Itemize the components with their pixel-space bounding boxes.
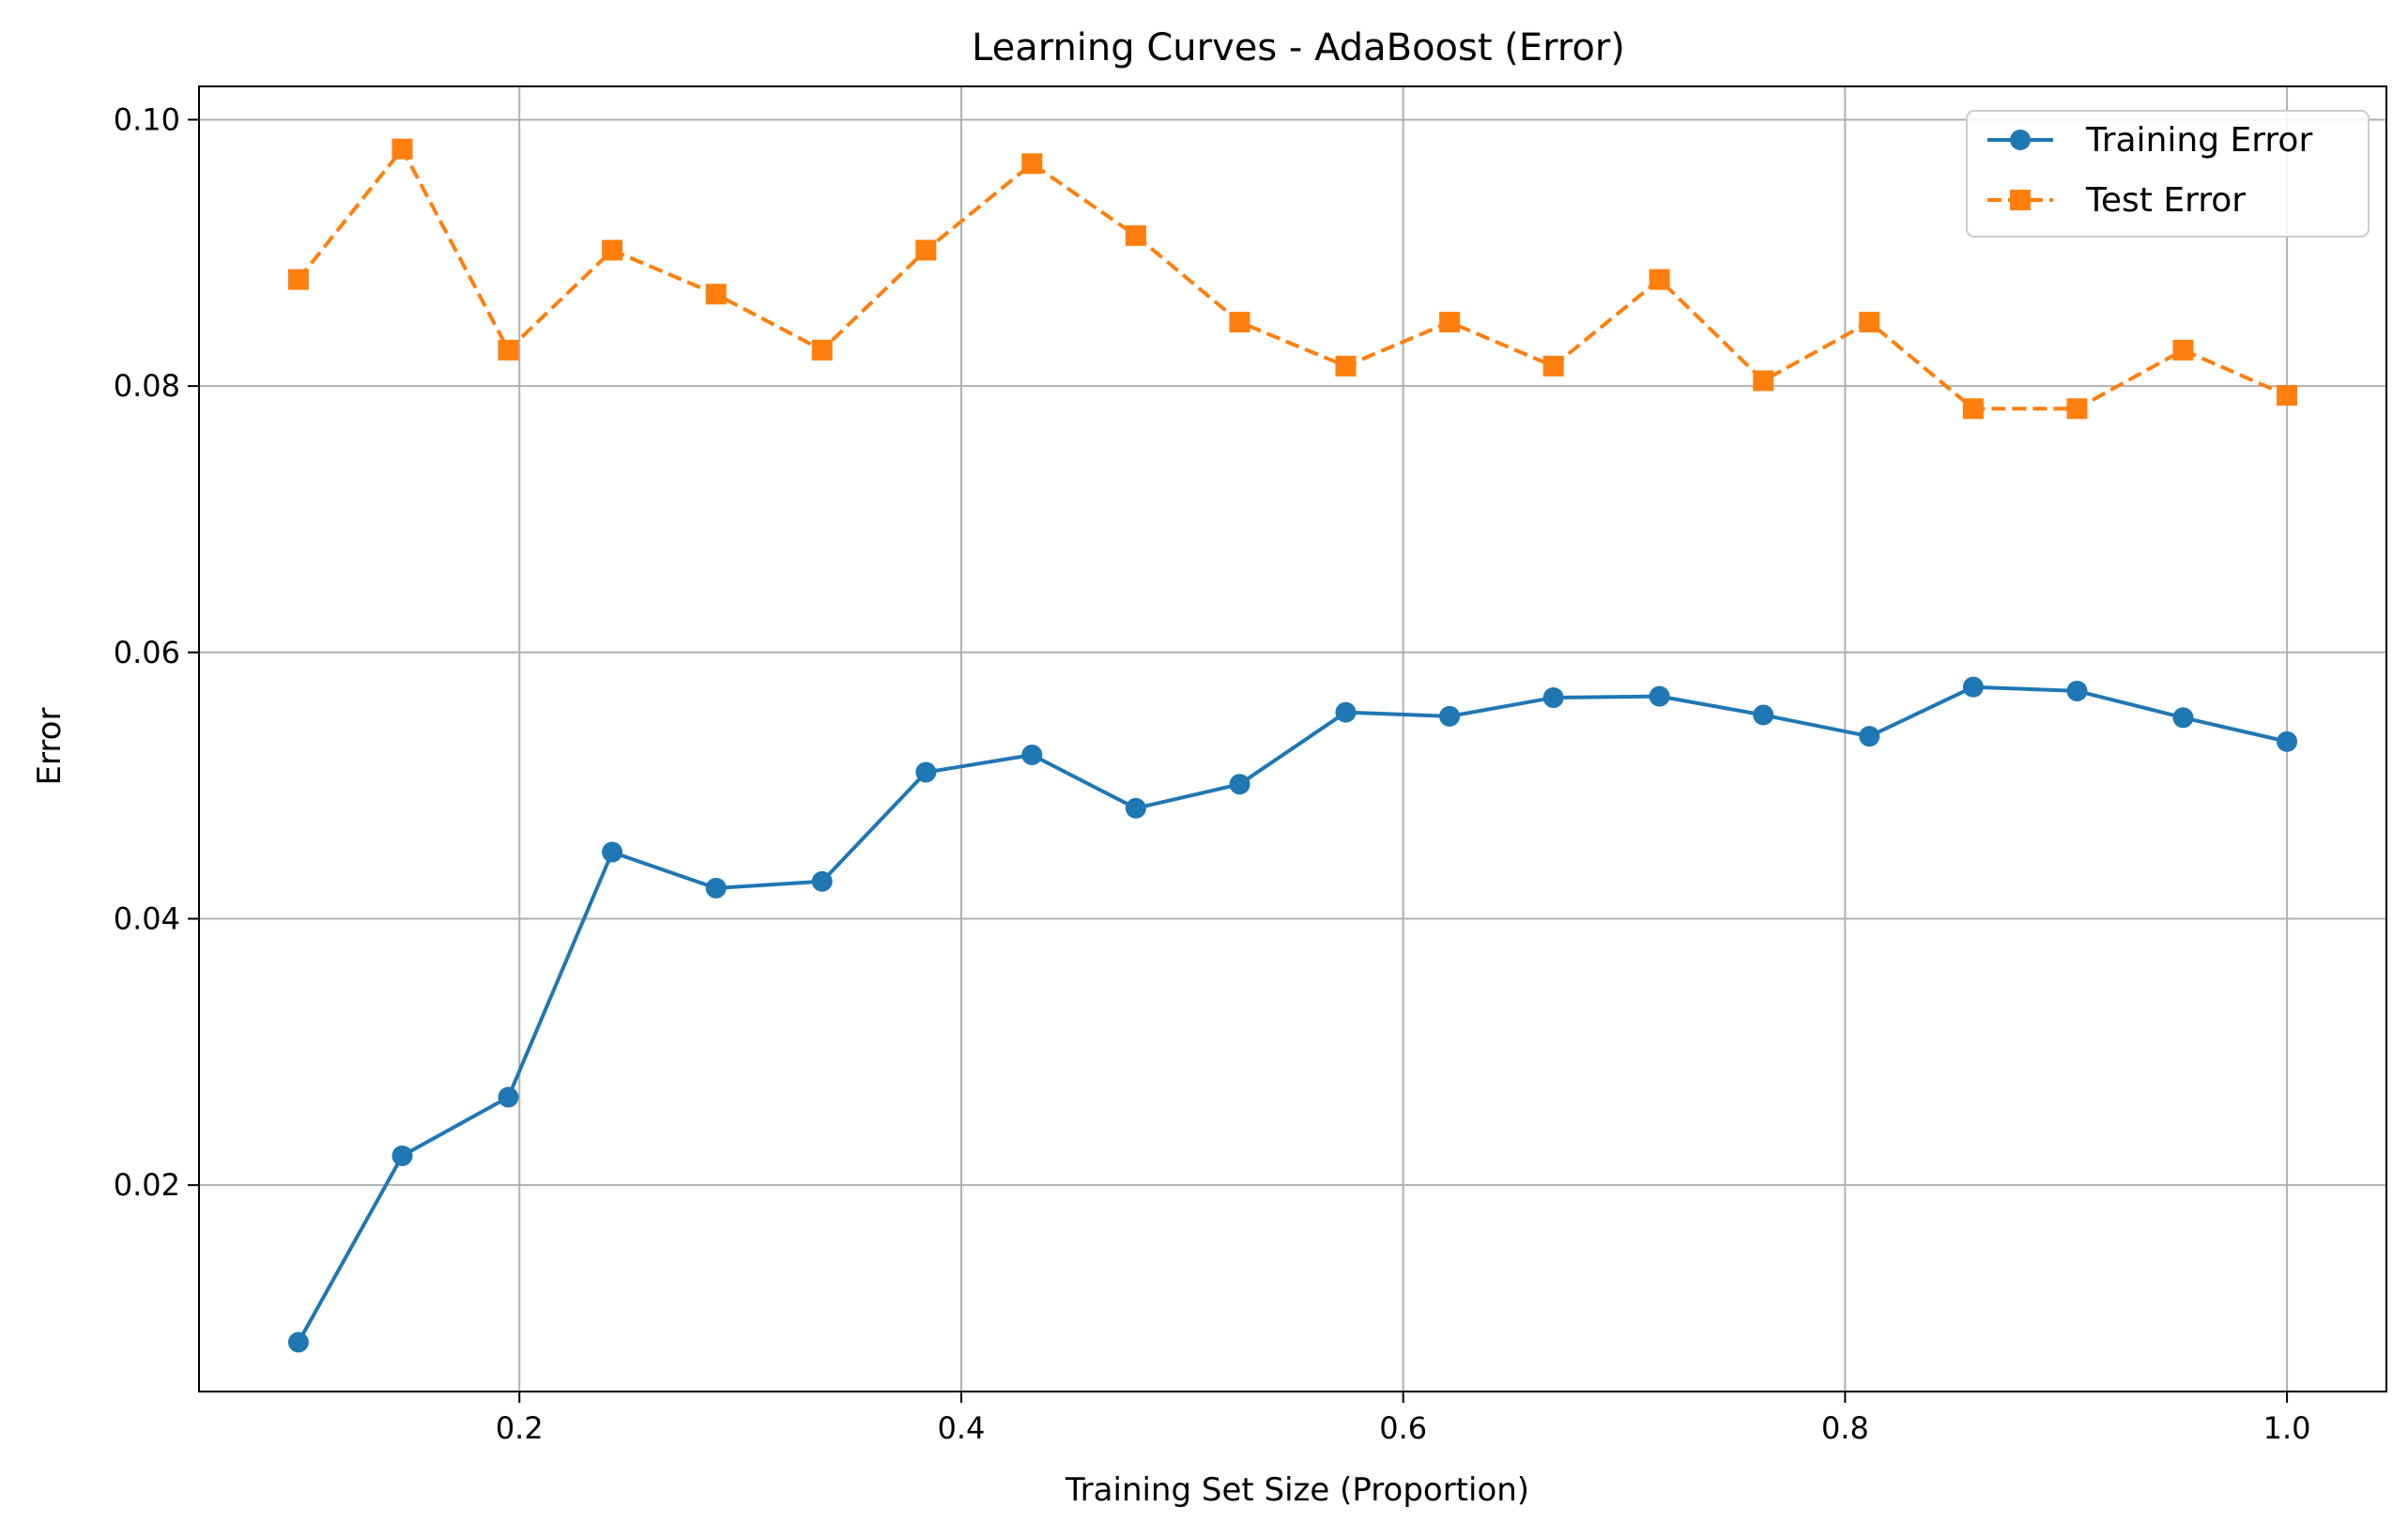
plot-series [287, 138, 2298, 1353]
data-point-test-error [1439, 312, 1461, 333]
data-point-test-error [1753, 370, 1774, 392]
series-line-training-error [297, 684, 2288, 1344]
data-point-training-error [602, 841, 623, 863]
data-point-training-error [915, 761, 937, 783]
data-point-test-error [1229, 312, 1250, 333]
data-point-test-error [705, 284, 727, 305]
data-point-training-error [391, 1145, 413, 1166]
data-point-training-error [1542, 687, 1564, 709]
x-tick-label: 0.4 [938, 1410, 986, 1446]
data-point-test-error [1335, 355, 1357, 377]
legend-marker-test-error [2010, 190, 2031, 210]
y-tick-label: 0.10 [114, 101, 180, 137]
data-point-test-error [2172, 339, 2194, 361]
data-point-test-error [498, 339, 519, 361]
legend-marker-training-error [2010, 130, 2031, 150]
data-point-test-error [2277, 385, 2298, 407]
y-tick-label: 0.02 [114, 1167, 180, 1203]
y-axis-label: Error [31, 708, 69, 786]
x-tick-label: 0.8 [1821, 1410, 1869, 1446]
data-point-training-error [1335, 701, 1357, 723]
legend-box [1966, 110, 2370, 238]
legend-label-training-error: Training Error [2085, 121, 2312, 160]
grid [199, 86, 2386, 1392]
x-tick-label: 0.6 [1379, 1410, 1427, 1446]
data-point-test-error [1021, 153, 1043, 175]
data-point-test-error [915, 239, 937, 261]
data-point-test-error [1859, 312, 1880, 333]
legend: Training Error Test Error [1966, 110, 2370, 238]
x-tick-label: 0.2 [496, 1410, 544, 1446]
data-point-training-error [2277, 731, 2298, 752]
x-axis-label: Training Set Size (Proportion) [1065, 1471, 1529, 1509]
x-tick-label: 1.0 [2263, 1410, 2311, 1446]
data-point-training-error [2172, 707, 2194, 729]
y-tick-label: 0.04 [114, 900, 180, 936]
axis-ticks: 0.2 0.4 0.6 0.8 1.0 0.02 0.04 0.06 0.08 0.10 [114, 101, 2311, 1446]
data-point-test-error [1962, 398, 1984, 420]
data-point-training-error [1439, 705, 1461, 727]
chart-title: Learning Curves - AdaBoost (Error) [972, 26, 1625, 69]
data-point-test-error [1125, 224, 1146, 246]
data-point-test-error [1649, 269, 1670, 290]
y-tick-label: 0.06 [114, 635, 180, 670]
data-point-training-error [1859, 726, 1880, 747]
data-point-test-error [1542, 355, 1564, 377]
data-point-test-error [287, 269, 309, 290]
data-point-training-error [811, 870, 833, 892]
data-point-training-error [498, 1086, 519, 1108]
data-point-training-error [1962, 676, 1984, 698]
data-point-training-error [287, 1331, 309, 1353]
data-point-training-error [705, 877, 727, 899]
data-point-training-error [2066, 680, 2088, 701]
data-point-training-error [1649, 685, 1670, 707]
data-point-training-error [1125, 797, 1146, 819]
y-tick-label: 0.08 [114, 368, 180, 404]
data-point-test-error [391, 138, 413, 160]
legend-label-test-error: Test Error [2085, 181, 2246, 220]
data-point-training-error [1753, 704, 1774, 726]
data-point-training-error [1229, 774, 1250, 795]
data-point-test-error [2066, 398, 2088, 420]
data-point-test-error [602, 239, 623, 261]
plot-area-frame [198, 85, 2387, 1392]
data-point-training-error [1021, 745, 1043, 766]
data-point-test-error [811, 339, 833, 361]
series-line-test-error [297, 146, 2288, 411]
